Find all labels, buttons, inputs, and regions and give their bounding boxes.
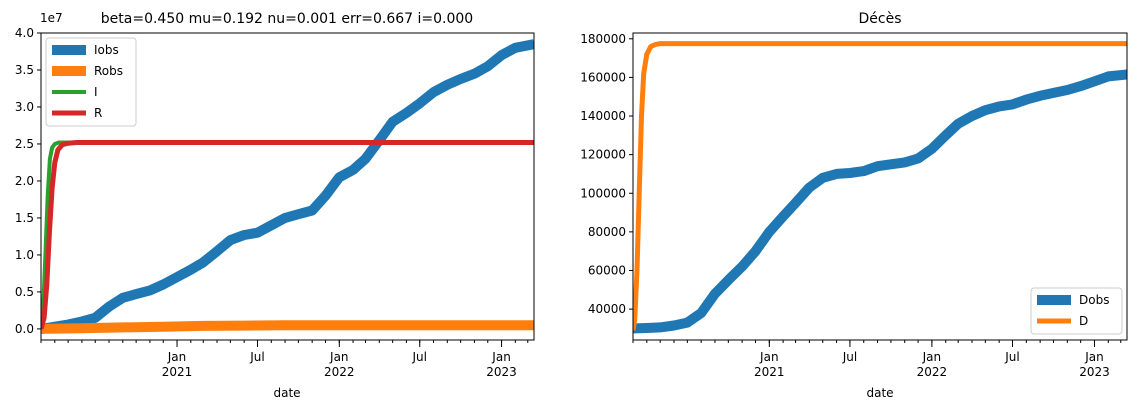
series-line-dobs: [633, 69, 1127, 334]
left-y-axis: 0.0 0.5 1.0 1.5 2.0 2.5 3.0 3.5 4.0: [15, 26, 41, 336]
left-chart-offset-label: 1e7: [40, 11, 63, 25]
y-tick-label: 1.0: [15, 248, 34, 262]
series-line-iobs: [41, 39, 534, 334]
right-chart-title: Décès: [859, 11, 902, 27]
y-tick-label: 160000: [580, 70, 626, 84]
series-line-d: [633, 41, 1127, 331]
x-tick-label: Jul: [842, 350, 857, 364]
legend-label-r: R: [94, 106, 102, 120]
x-tick-label: Jan: [922, 350, 942, 364]
left-legend-frame: [45, 37, 137, 127]
legend-label-robs: Robs: [94, 64, 123, 78]
x-tick-label: Jan: [1084, 350, 1104, 364]
left-chart-title: beta=0.450 mu=0.192 nu=0.001 err=0.667 i…: [101, 11, 473, 27]
x-tick-label: Jan: [167, 350, 187, 364]
x-tick-label: Jan: [759, 350, 779, 364]
x-tick-year-label: 2021: [162, 365, 193, 379]
legend-label-d: D: [1079, 314, 1088, 328]
right-chart: Décès 40000 60000 80000 100000 120000 140000 1…: [580, 11, 1128, 400]
x-tick-year-label: 2023: [486, 365, 517, 379]
legend-label-dobs: Dobs: [1079, 293, 1109, 307]
y-tick-label: 60000: [588, 263, 626, 277]
x-tick-label: Jan: [491, 350, 511, 364]
y-tick-label: 2.5: [15, 137, 34, 151]
x-tick-year-label: 2021: [754, 365, 785, 379]
right-legend: Dobs D: [1030, 287, 1123, 335]
y-tick-label: 2.0: [15, 174, 34, 188]
right-x-axis-label: date: [866, 386, 893, 400]
x-tick-label: Jul: [1004, 350, 1019, 364]
left-axes-frame: [40, 32, 535, 341]
y-tick-label: 4.0: [15, 26, 34, 40]
x-tick-year-label: 2023: [1079, 365, 1110, 379]
y-tick-label: 3.0: [15, 100, 34, 114]
x-tick-label: Jul: [249, 350, 264, 364]
left-legend: Iobs Robs IR: [45, 37, 137, 127]
y-tick-label: 0.0: [15, 322, 34, 336]
y-tick-label: 180000: [580, 32, 626, 46]
y-tick-label: 80000: [588, 225, 626, 239]
y-tick-label: 1.5: [15, 211, 34, 225]
series-line-robs: [41, 320, 534, 334]
legend-label-iobs: Iobs: [94, 43, 119, 57]
x-tick-year-label: 2022: [324, 365, 355, 379]
right-axes-frame: [632, 32, 1128, 341]
y-tick-label: 40000: [588, 302, 626, 316]
left-x-axis-label: date: [273, 386, 300, 400]
left-chart: beta=0.450 mu=0.192 nu=0.001 err=0.667 i…: [15, 11, 535, 400]
y-tick-label: 120000: [580, 148, 626, 162]
x-tick-label: Jan: [329, 350, 349, 364]
right-y-axis: 40000 60000 80000 100000 120000 140000 160000 1…: [580, 32, 633, 316]
y-tick-label: 3.5: [15, 63, 34, 77]
x-tick-year-label: 2022: [917, 365, 948, 379]
y-tick-label: 100000: [580, 186, 626, 200]
left-plot-area: [41, 39, 534, 334]
y-tick-label: 140000: [580, 109, 626, 123]
legend-label-i: I: [94, 85, 98, 99]
y-tick-label: 0.5: [15, 285, 34, 299]
series-line-r: [41, 140, 534, 330]
right-plot-area: [633, 41, 1127, 334]
x-tick-label: Jul: [412, 350, 427, 364]
